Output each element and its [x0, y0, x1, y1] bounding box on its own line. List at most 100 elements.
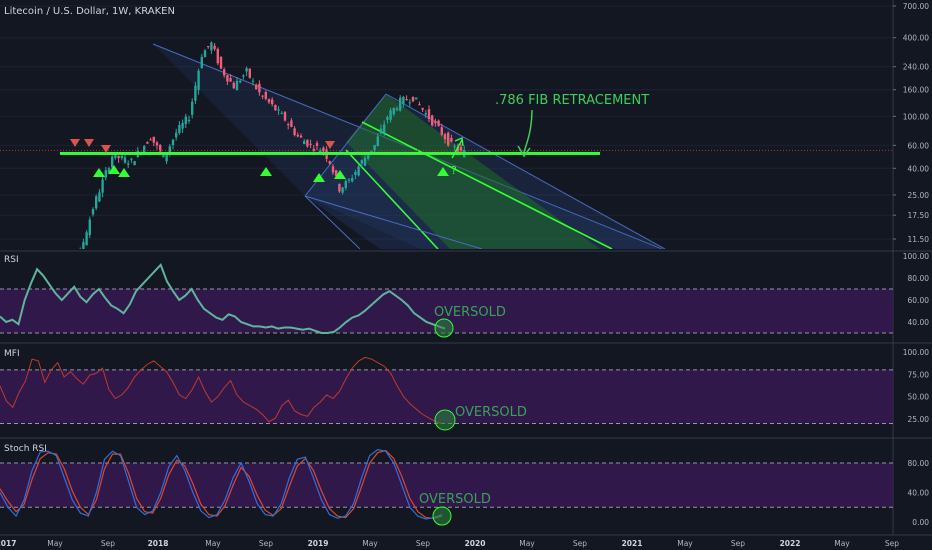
candle-body: [82, 242, 85, 249]
mfi-panel-tick-label-1: 75.00: [908, 370, 930, 379]
chart-title: Litecoin / U.S. Dollar, 1W, KRAKEN: [4, 6, 175, 17]
candle-body: [232, 82, 235, 89]
stoch-panel-tick-label-2: 0.00: [912, 518, 929, 527]
stoch-oversold-circle: [432, 506, 452, 526]
rsi-panel-tick-label-0: 100.00: [903, 252, 929, 261]
candle-body: [443, 134, 447, 140]
candle-body: [402, 96, 405, 105]
candle-body: [437, 120, 440, 126]
candle-body: [98, 192, 101, 202]
candle-body: [277, 109, 280, 111]
price-grid: [0, 5, 893, 240]
projection-arrowhead: [454, 136, 464, 147]
mfi-oversold-label: OVERSOLD: [455, 405, 527, 420]
mfi-panel-tick-label-3: 25.00: [908, 415, 930, 424]
buy-marker-6: [437, 167, 449, 176]
candle-body: [296, 134, 299, 137]
mfi-panel[interactable]: 100.00 75.00 50.00 25.00: [0, 342, 932, 431]
stoch-oversold-label: OVERSOLD: [419, 492, 491, 507]
price-tick-label-8: 17.50: [908, 211, 930, 220]
pitchfork-median-line: [361, 121, 613, 249]
fib-arrowhead: [517, 145, 531, 158]
price-axis: 700.00 400.00 240.00 160.00 100.00 60.00 40.00…: [892, 0, 930, 535]
question-annotation: ?: [451, 164, 457, 177]
candle-body: [331, 166, 335, 173]
rsi-oversold-circle: [434, 318, 454, 338]
price-tick-label-9: 11.50: [908, 235, 930, 244]
candle-body: [261, 95, 264, 97]
price-tick-label-7: 25.00: [908, 191, 930, 200]
candle-body: [319, 150, 322, 153]
time-tick-label-7: May: [362, 539, 378, 548]
candle-body: [178, 124, 181, 134]
candlesticks: [73, 41, 466, 285]
candle-body: [399, 97, 402, 111]
time-tick-label-5: Sep: [259, 539, 273, 548]
time-axis: 2017 May Sep 2018 May Sep 2019 May Sep 2020 May Sep…: [0, 534, 932, 548]
candle-body: [290, 120, 293, 128]
candle-body: [123, 157, 127, 163]
candle-body: [226, 75, 229, 82]
candle-body: [200, 56, 203, 69]
candle-body: [73, 276, 75, 285]
price-tick-label-1: 400.00: [903, 34, 929, 43]
candle-body: [203, 50, 207, 58]
stoch-panel-series-0: [0, 449, 443, 519]
candle-body: [149, 139, 152, 141]
candle-body: [459, 146, 463, 151]
candle-body: [111, 156, 114, 168]
time-tick-label-6: 2019: [308, 539, 329, 548]
mfi-panel-title: MFI: [4, 349, 20, 359]
candle-body: [411, 96, 415, 102]
price-panel[interactable]: [0, 5, 893, 306]
support-line: [60, 151, 600, 155]
rsi-panel[interactable]: 100.00 80.00 60.00 40.00: [0, 250, 932, 338]
time-tick-label-12: 2021: [622, 539, 643, 548]
sell-marker-1: [84, 139, 94, 147]
price-tick-label-0: 700.00: [903, 2, 929, 11]
rsi-panel-tick-label-3: 40.00: [908, 318, 930, 327]
candle-body: [427, 109, 431, 120]
candle-body: [344, 181, 347, 188]
candle-body: [415, 97, 418, 100]
candle-body: [357, 166, 360, 176]
price-tick-label-3: 160.00: [903, 86, 929, 95]
mfi-panel-series-0: [0, 356, 443, 424]
time-tick-label-14: Sep: [731, 539, 745, 548]
candle-body: [283, 112, 287, 121]
time-tick-label-4: May: [205, 539, 221, 548]
candle-body: [207, 46, 210, 48]
candle-body: [127, 163, 130, 165]
price-tick-label-2: 240.00: [903, 63, 929, 72]
candle-body: [162, 155, 165, 158]
candle-body: [175, 132, 178, 138]
mfi-panel-tick-label-2: 50.00: [908, 393, 930, 402]
candle-body: [312, 148, 315, 151]
candle-body: [351, 178, 354, 182]
candle-body: [133, 161, 136, 166]
candle-body: [322, 147, 325, 152]
candle-body: [450, 137, 453, 142]
candle-body: [114, 153, 117, 159]
candle-body: [194, 85, 197, 101]
rsi-panel-series-0: [0, 262, 446, 334]
candle-body: [219, 56, 223, 69]
stoch-panel-series-1: [0, 449, 443, 520]
candle-body: [299, 135, 303, 138]
candle-body: [104, 170, 107, 178]
time-tick-label-1: May: [47, 539, 63, 548]
stoch-rsi-panel[interactable]: 80.00 40.00 0.00: [0, 437, 932, 527]
candle-body: [117, 155, 120, 159]
candle-body: [271, 99, 274, 105]
candle-body: [424, 113, 427, 115]
candle-body: [373, 144, 376, 150]
time-tick-label-0: 2017: [0, 539, 16, 548]
channel-mid-line: [304, 195, 483, 249]
stoch-panel-tick-label-0: 80.00: [908, 459, 930, 468]
stoch-panel-title: Stoch RSI: [4, 444, 47, 454]
time-tick-label-13: May: [677, 539, 693, 548]
candle-body: [191, 101, 194, 115]
candle-body: [367, 155, 370, 159]
candle-body: [79, 250, 81, 267]
